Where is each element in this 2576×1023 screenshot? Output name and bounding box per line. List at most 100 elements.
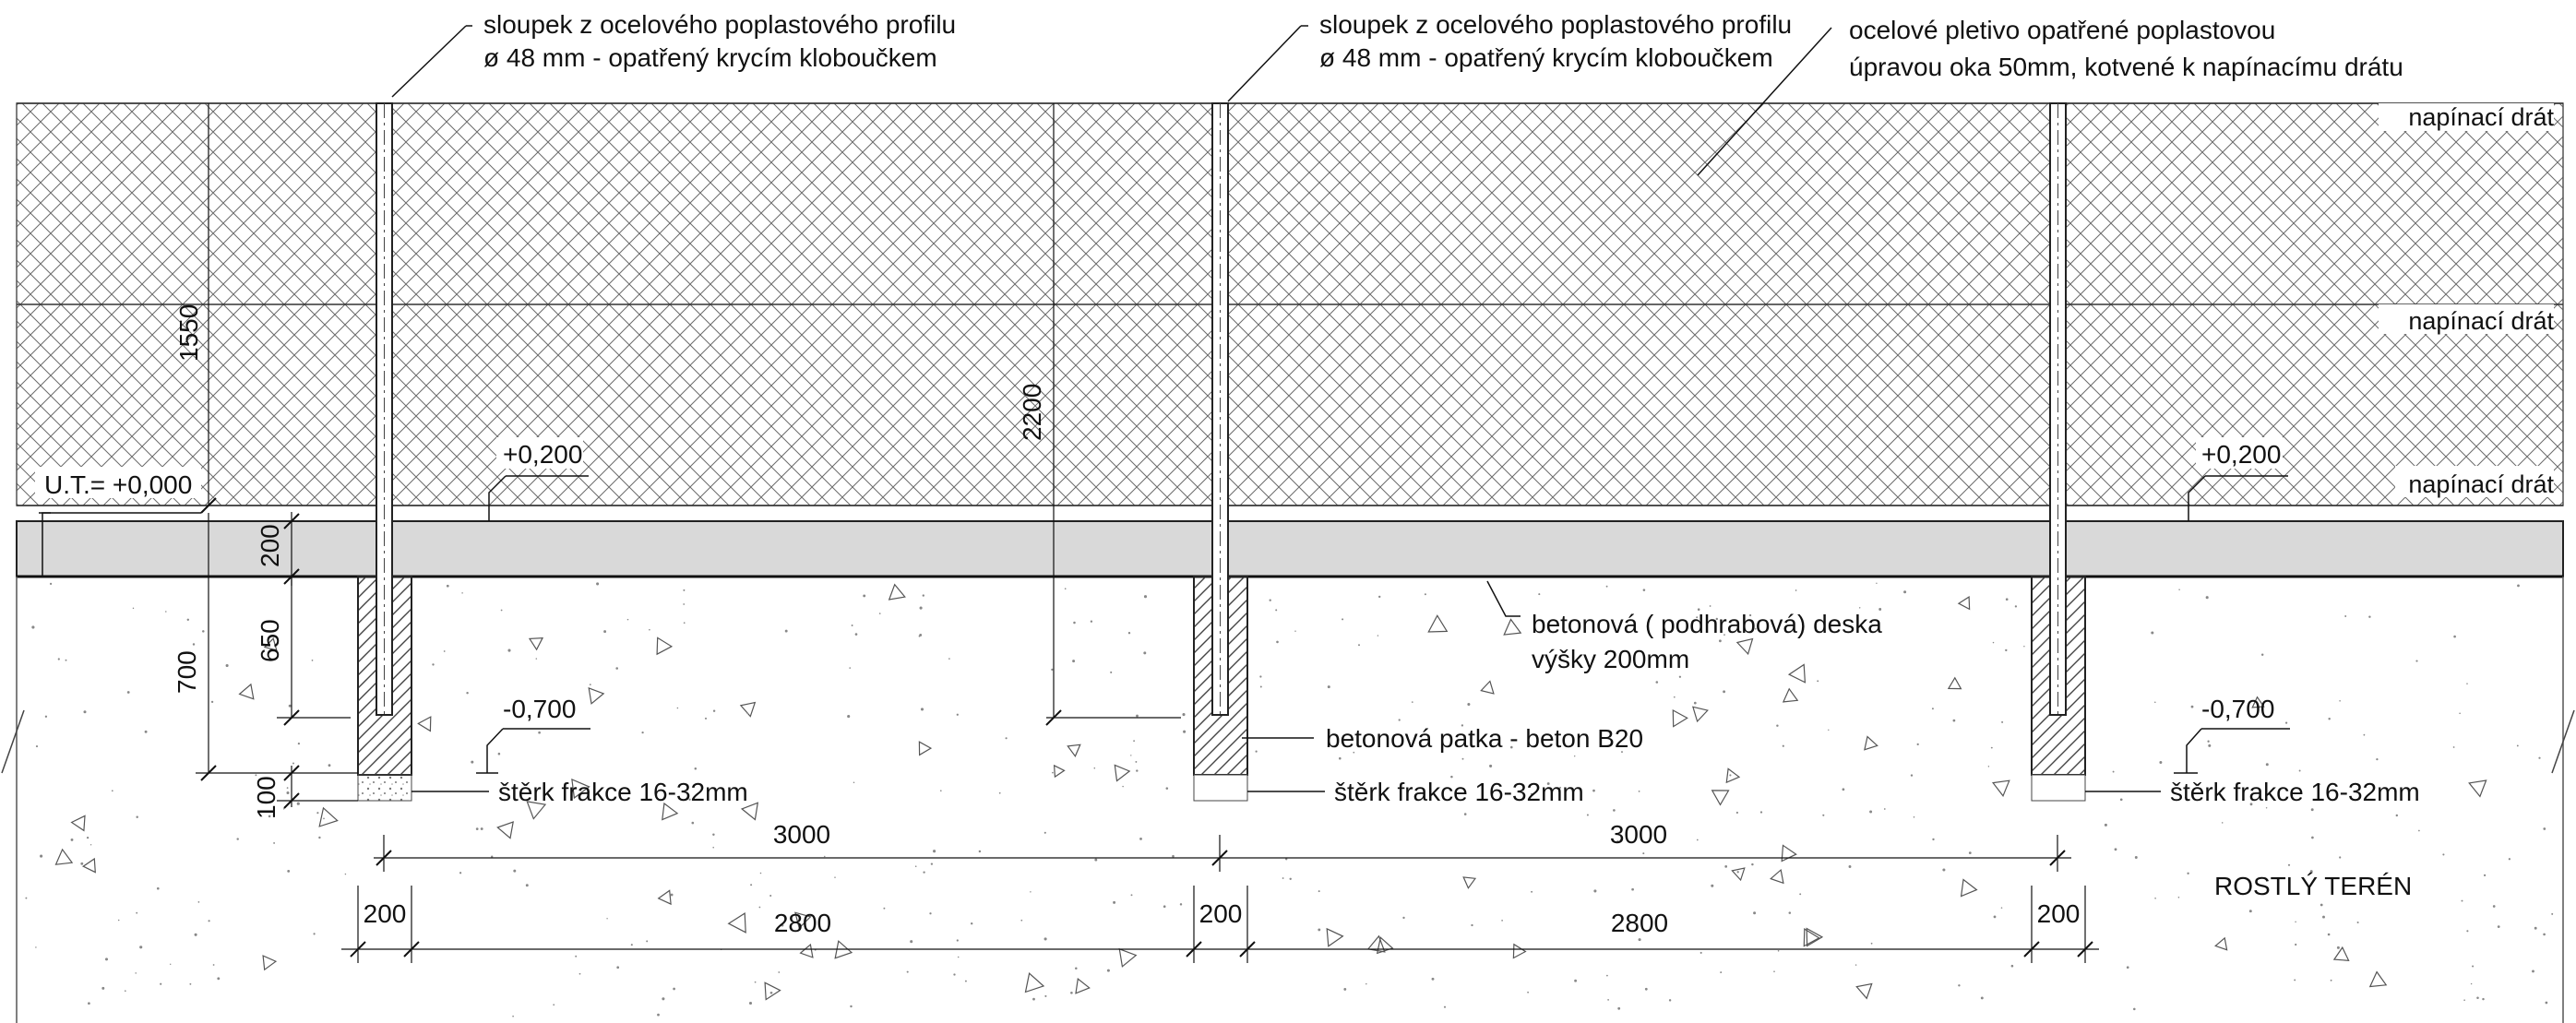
aggregate-dot xyxy=(1642,589,1646,591)
aggregate-dot xyxy=(914,865,917,867)
aggregate-dot xyxy=(2472,965,2475,968)
aggregate-dot xyxy=(217,977,221,981)
aggregate-stone xyxy=(1692,706,1709,723)
aggregate-dot xyxy=(135,972,137,974)
aggregate-dot xyxy=(2208,743,2212,747)
aggregate-dot xyxy=(1450,775,1453,779)
aggregate-dot xyxy=(1980,996,1984,1000)
aggregate-dot xyxy=(2295,943,2297,946)
aggregate-dot xyxy=(750,884,753,886)
aggregate-dot xyxy=(712,833,715,837)
aggregate-dot xyxy=(883,907,886,910)
aggregate-dot xyxy=(2154,897,2156,899)
aggregate-dot xyxy=(1377,635,1379,636)
aggregate-dot xyxy=(1133,740,1135,743)
level-slab-left: +0,200 xyxy=(488,437,589,521)
aggregate-stone xyxy=(1711,790,1730,806)
aggregate-dot xyxy=(849,667,852,669)
aggregate-dot xyxy=(851,625,853,626)
aggregate-dot xyxy=(124,990,126,993)
aggregate-dot xyxy=(2452,746,2455,748)
aggregate-dot xyxy=(2363,733,2366,736)
aggregate-dot xyxy=(136,815,138,818)
aggregate-stone xyxy=(1075,977,1091,994)
aggregate-stone xyxy=(588,686,605,705)
aggregate-dot xyxy=(1366,982,1367,985)
aggregate-dot xyxy=(2328,717,2331,720)
level-slab-right: +0,200 xyxy=(2188,437,2288,521)
aggregate-stone xyxy=(918,741,933,756)
aggregate-stone xyxy=(1114,764,1131,782)
aggregate-dot xyxy=(1044,937,1047,941)
aggregate-dot xyxy=(1574,979,1578,982)
aggregate-dot xyxy=(1735,811,1738,815)
aggregate-dot xyxy=(2126,966,2129,969)
aggregate-dot xyxy=(1968,851,1972,854)
aggregate-dot xyxy=(1573,755,1576,757)
aggregate-dot xyxy=(1617,1006,1621,1010)
aggregate-dot xyxy=(1431,977,1435,981)
aggregate-dot xyxy=(208,920,210,922)
aggregate-dot xyxy=(1773,970,1775,972)
aggregate-dot xyxy=(683,622,686,625)
aggregate-dot xyxy=(649,628,650,631)
aggregate-dot xyxy=(507,648,511,652)
dimension-200-1: 200 xyxy=(364,899,407,928)
aggregate-dot xyxy=(318,836,321,839)
aggregate-dot xyxy=(1696,616,1699,619)
aggregate-dot xyxy=(236,838,239,840)
aggregate-dot xyxy=(1070,991,1073,994)
aggregate-dot xyxy=(2545,1001,2548,1005)
aggregate-dot xyxy=(1501,920,1503,922)
aggregate-dot xyxy=(2309,870,2313,874)
aggregate-dot xyxy=(1318,890,1320,893)
aggregate-dot xyxy=(1644,987,1648,991)
aggregate-dot xyxy=(104,958,109,961)
aggregate-dot xyxy=(35,946,37,948)
aggregate-dot xyxy=(40,854,43,858)
aggregate-dot xyxy=(2014,605,2018,608)
aggregate-dot xyxy=(616,966,620,969)
aggregate-dot xyxy=(1358,644,1360,647)
aggregate-dot xyxy=(1106,969,1110,972)
aggregate-dot xyxy=(1342,618,1344,621)
aggregate-dot xyxy=(2543,827,2546,830)
aggregate-dot xyxy=(1759,811,1763,814)
aggregate-dot xyxy=(1030,891,1032,893)
dimension-3000-2: 3000 xyxy=(1610,820,1667,849)
aggregate-dot xyxy=(2298,769,2301,772)
dimension-200-2: 200 xyxy=(1199,899,1243,928)
aggregate-dot xyxy=(287,869,291,873)
aggregate-dot xyxy=(86,836,89,839)
gravel-beds xyxy=(357,774,2086,802)
aggregate-dot xyxy=(44,715,48,718)
aggregate-dot xyxy=(553,1004,555,1006)
aggregate-stone xyxy=(1735,637,1754,656)
aggregate-dot xyxy=(513,869,517,873)
aggregate-dot xyxy=(475,827,479,830)
aggregate-stone xyxy=(1512,943,1527,959)
aggregate-dot xyxy=(694,767,698,770)
aggregate-dot xyxy=(1179,903,1183,906)
gravel-label-1-text: štěrk frakce 16-32mm xyxy=(498,778,748,806)
aggregate-dot xyxy=(466,691,469,695)
aggregate-dot xyxy=(1163,905,1166,909)
aggregate-dot xyxy=(1638,938,1641,942)
aggregate-dot xyxy=(923,871,925,874)
aggregate-dot xyxy=(630,944,633,946)
aggregate-dot xyxy=(1631,887,1634,891)
aggregate-stone xyxy=(1781,844,1797,862)
aggregate-dot xyxy=(2010,964,2014,968)
aggregate-dot xyxy=(2517,584,2520,588)
aggregate-dot xyxy=(1402,916,1405,920)
aggregate-dot xyxy=(691,821,695,825)
aggregate-dot xyxy=(922,594,924,597)
aggregate-dot xyxy=(126,691,130,694)
aggregate-stone xyxy=(799,943,814,958)
aggregate-dot xyxy=(2459,712,2461,715)
aggregate-stone xyxy=(1376,936,1394,955)
aggregate-dot xyxy=(2415,660,2418,662)
aggregate-dot xyxy=(2248,910,2252,913)
aggregate-stone xyxy=(1864,735,1878,751)
aggregate-dot xyxy=(471,760,474,764)
